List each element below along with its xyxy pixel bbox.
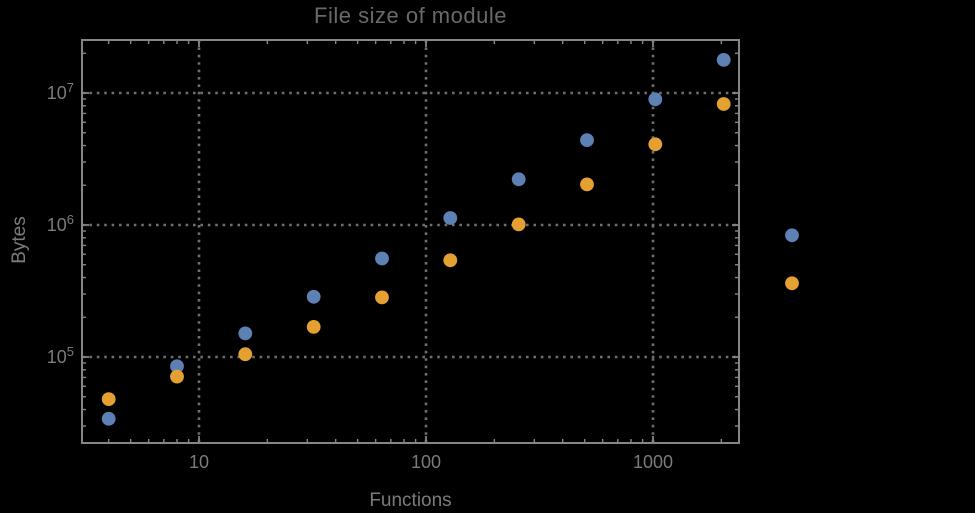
- x-axis-label: Functions: [369, 490, 452, 511]
- data-point-series-2: [238, 347, 253, 362]
- data-point-series-2: [101, 392, 116, 406]
- data-point-series-1: [716, 53, 731, 67]
- y-tick-label: 107: [46, 80, 74, 103]
- data-point-series-1: [101, 411, 116, 426]
- data-point-series-2: [170, 369, 184, 384]
- x-tick-label: 1000: [632, 452, 674, 472]
- data-point-series-2: [716, 97, 731, 111]
- data-point-series-1: [238, 326, 253, 341]
- data-point-series-2: [511, 217, 526, 232]
- data-point-series-1: [443, 211, 458, 225]
- data-point-series-1: [306, 289, 321, 304]
- data-point-series-2: [785, 276, 799, 291]
- data-point-series-1: [580, 133, 594, 148]
- plot-frame: [81, 39, 740, 444]
- data-point-series-2: [648, 137, 663, 152]
- data-point-series-1: [170, 359, 184, 374]
- y-tick-label: 105: [46, 344, 74, 367]
- data-point-series-1: [511, 172, 526, 187]
- y-tick-label: 106: [46, 212, 74, 235]
- data-point-series-2: [306, 320, 321, 334]
- data-point-series-1: [785, 228, 799, 243]
- chart-title: File size of module: [314, 3, 507, 28]
- data-point-series-1: [375, 251, 389, 266]
- data-point-series-2: [580, 177, 594, 192]
- data-point-series-1: [648, 92, 663, 107]
- data-point-series-2: [443, 253, 458, 268]
- data-point-series-2: [375, 290, 389, 305]
- x-tick-label: 100: [410, 452, 442, 472]
- x-tick-label: 10: [188, 452, 210, 472]
